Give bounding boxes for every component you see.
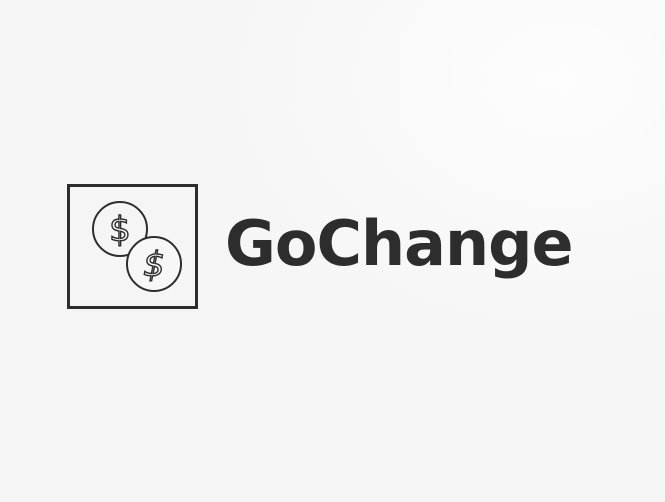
brand-name: GoChange [225,206,574,280]
svg-text:$: $ [109,210,131,250]
brand-logo: $ $ GoChange [67,184,574,309]
two-dollar-coins-icon: $ $ [92,201,182,292]
dollar-coin-icon: $ [92,201,148,257]
dollar-coin-icon: $ [126,236,182,292]
svg-text:$: $ [143,245,165,285]
logo-emblem-frame: $ $ [67,184,198,309]
